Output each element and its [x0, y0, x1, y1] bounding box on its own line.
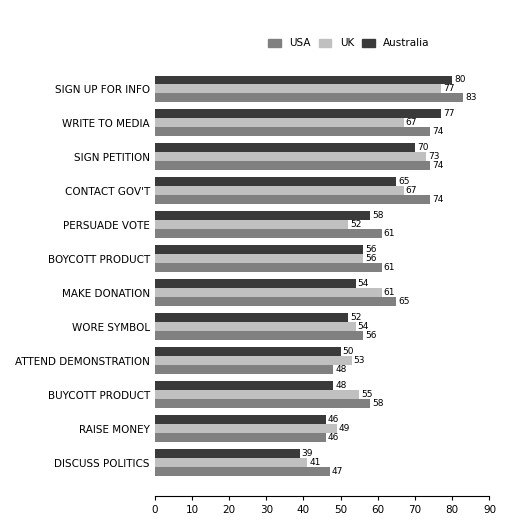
Bar	[155, 425, 337, 433]
Text: 74: 74	[432, 127, 443, 136]
Text: 52: 52	[350, 313, 361, 322]
Text: 58: 58	[373, 211, 384, 220]
Text: 39: 39	[301, 449, 313, 458]
Text: 67: 67	[406, 186, 417, 195]
Bar	[155, 127, 430, 136]
Text: 61: 61	[383, 288, 395, 297]
Text: 73: 73	[428, 152, 439, 161]
Bar	[155, 211, 370, 220]
Text: 67: 67	[406, 118, 417, 127]
Bar	[155, 161, 430, 170]
Text: 56: 56	[365, 245, 377, 254]
Text: 61: 61	[383, 263, 395, 272]
Bar	[155, 365, 333, 374]
Text: 56: 56	[365, 254, 377, 263]
Text: 70: 70	[417, 144, 428, 153]
Bar	[155, 382, 333, 390]
Text: 74: 74	[432, 161, 443, 170]
Bar	[155, 229, 382, 238]
Text: 48: 48	[335, 382, 346, 391]
Bar	[155, 144, 415, 152]
Bar	[155, 313, 348, 322]
Text: 55: 55	[361, 390, 373, 399]
Bar	[155, 390, 359, 399]
Bar	[155, 178, 397, 187]
Bar	[155, 245, 363, 254]
Text: 52: 52	[350, 220, 361, 229]
Bar	[155, 220, 348, 229]
Bar	[155, 279, 356, 288]
Bar	[155, 331, 363, 340]
Text: 61: 61	[383, 229, 395, 238]
Bar	[155, 399, 370, 408]
Text: 48: 48	[335, 365, 346, 374]
Text: 41: 41	[309, 458, 320, 467]
Text: 83: 83	[465, 93, 477, 102]
Bar	[155, 467, 330, 476]
Bar	[155, 348, 341, 356]
Text: 46: 46	[328, 416, 339, 425]
Bar	[155, 416, 326, 425]
Text: 58: 58	[373, 399, 384, 408]
Text: 74: 74	[432, 195, 443, 204]
Text: 77: 77	[443, 109, 454, 118]
Bar	[155, 297, 397, 306]
Bar	[155, 152, 426, 161]
Text: 65: 65	[398, 297, 410, 306]
Bar	[155, 187, 404, 195]
Text: 77: 77	[443, 84, 454, 93]
Bar	[155, 263, 382, 272]
Bar	[155, 433, 326, 442]
Text: 49: 49	[339, 424, 350, 433]
Text: 46: 46	[328, 433, 339, 442]
Bar	[155, 449, 300, 458]
Text: 50: 50	[342, 347, 354, 356]
Text: 80: 80	[454, 75, 466, 84]
Text: 54: 54	[357, 322, 369, 331]
Bar	[155, 118, 404, 127]
Text: 47: 47	[332, 467, 343, 476]
Bar	[155, 110, 441, 118]
Bar	[155, 322, 356, 331]
Bar	[155, 356, 352, 365]
Bar	[155, 458, 307, 467]
Bar	[155, 195, 430, 204]
Legend: USA, UK, Australia: USA, UK, Australia	[264, 34, 434, 52]
Bar	[155, 288, 382, 297]
Bar	[155, 254, 363, 263]
Text: 56: 56	[365, 331, 377, 340]
Bar	[155, 84, 441, 93]
Text: 65: 65	[398, 178, 410, 187]
Bar	[155, 93, 463, 102]
Bar	[155, 75, 452, 84]
Text: 53: 53	[354, 356, 365, 365]
Text: 54: 54	[357, 279, 369, 288]
